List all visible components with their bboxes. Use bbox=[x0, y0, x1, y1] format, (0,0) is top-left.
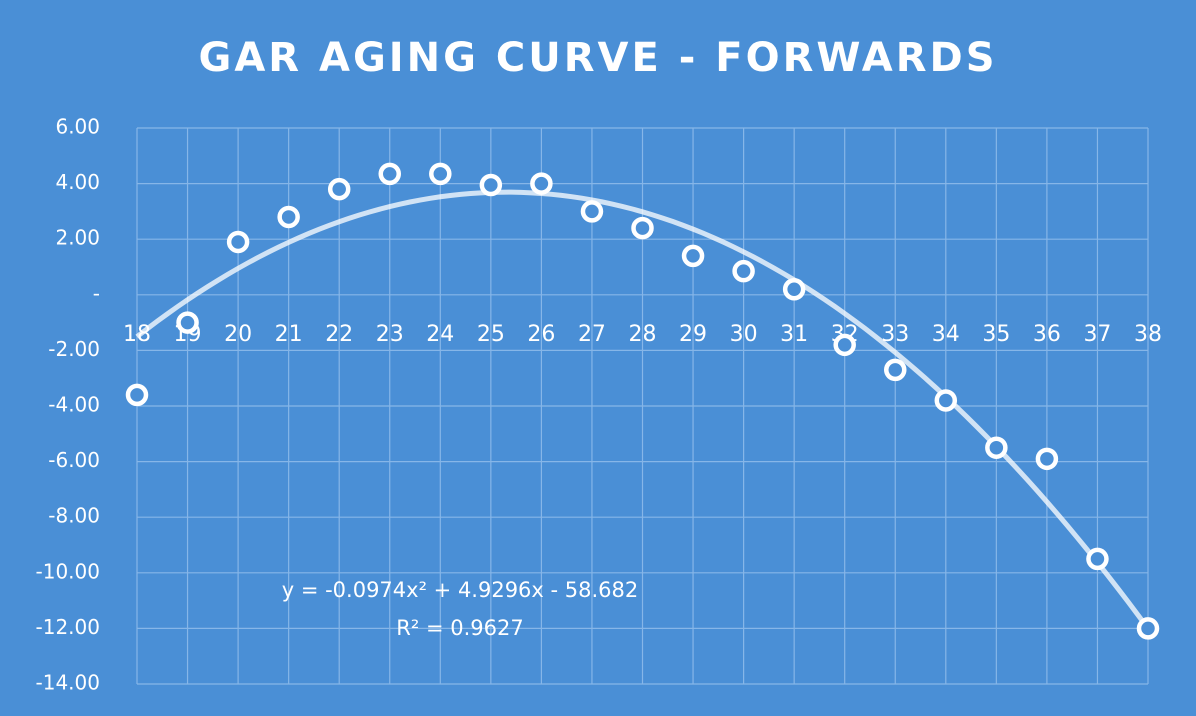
data-point bbox=[1136, 617, 1160, 640]
y-tick-label: 6.00 bbox=[55, 115, 100, 139]
data-point bbox=[884, 358, 907, 382]
grid: -14.00-12.00-10.00-8.00-6.00-4.00-2.00-2… bbox=[36, 115, 1162, 695]
x-tick-label: 37 bbox=[1083, 322, 1111, 347]
x-tick-label: 28 bbox=[629, 322, 657, 347]
data-point bbox=[631, 216, 654, 240]
trendline-equation: y = -0.0974x² + 4.9296x - 58.682 bbox=[282, 578, 639, 602]
x-tick-label: 31 bbox=[780, 322, 808, 347]
data-point bbox=[580, 200, 604, 223]
data-point bbox=[782, 277, 806, 301]
data-point bbox=[934, 389, 958, 412]
y-tick-label: - bbox=[93, 281, 100, 305]
data-point bbox=[327, 177, 351, 201]
x-tick-label: 38 bbox=[1134, 322, 1162, 347]
x-tick-label: 26 bbox=[527, 322, 555, 347]
data-point bbox=[1035, 447, 1059, 471]
trendline bbox=[135, 189, 1151, 630]
x-tick-label: 25 bbox=[477, 322, 505, 347]
chart-title: GAR AGING CURVE - FORWARDS bbox=[198, 35, 997, 81]
trendline-group bbox=[135, 189, 1151, 630]
data-point bbox=[378, 162, 401, 186]
y-tick-label: 2.00 bbox=[55, 226, 100, 250]
data-point bbox=[277, 205, 300, 229]
data-point bbox=[833, 333, 856, 357]
y-tick-label: -2.00 bbox=[48, 337, 100, 361]
x-tick-label: 22 bbox=[325, 322, 353, 347]
y-tick-label: -6.00 bbox=[48, 448, 100, 472]
data-point bbox=[1086, 547, 1109, 571]
data-point bbox=[985, 436, 1008, 459]
y-tick-label: -10.00 bbox=[36, 559, 100, 583]
x-tick-label: 23 bbox=[376, 322, 404, 347]
x-tick-label: 20 bbox=[224, 322, 252, 347]
x-tick-label: 36 bbox=[1033, 322, 1061, 347]
data-point bbox=[479, 173, 503, 197]
data-point bbox=[732, 259, 755, 283]
x-tick-label: 27 bbox=[578, 322, 606, 347]
data-point bbox=[176, 311, 199, 334]
data-point bbox=[681, 244, 705, 268]
data-point bbox=[530, 172, 553, 195]
trendline-r-squared: R² = 0.9627 bbox=[396, 616, 523, 640]
y-tick-label: 4.00 bbox=[55, 170, 100, 194]
x-tick-label: 29 bbox=[679, 322, 707, 347]
x-tick-label: 30 bbox=[730, 322, 758, 347]
data-point bbox=[226, 230, 250, 254]
y-tick-label: -8.00 bbox=[48, 504, 100, 528]
data-point bbox=[125, 383, 149, 407]
marks bbox=[125, 162, 1160, 640]
y-tick-label: -12.00 bbox=[36, 615, 100, 639]
data-point bbox=[429, 162, 452, 186]
x-tick-label: 24 bbox=[426, 322, 454, 347]
x-tick-label: 21 bbox=[275, 322, 303, 347]
x-tick-label: 35 bbox=[982, 322, 1010, 347]
y-tick-label: -4.00 bbox=[48, 393, 100, 417]
y-tick-label: -14.00 bbox=[36, 671, 100, 695]
x-tick-label: 34 bbox=[932, 322, 960, 347]
